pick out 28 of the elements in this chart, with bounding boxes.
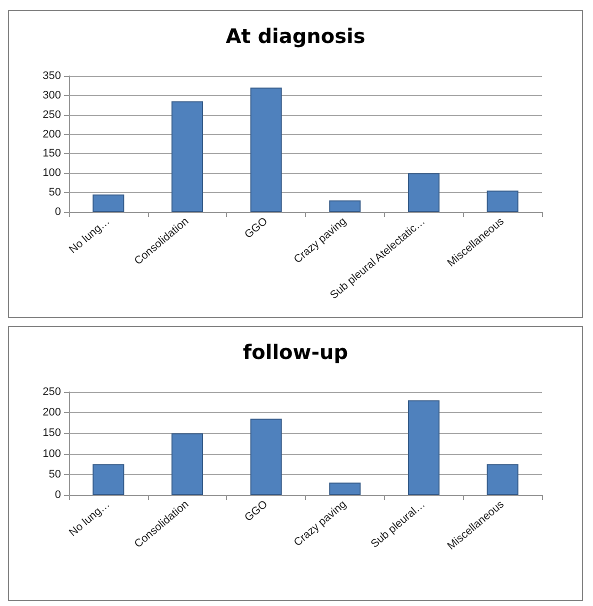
bar bbox=[250, 418, 282, 495]
bar bbox=[329, 200, 361, 212]
y-tick-label: 250 bbox=[42, 386, 61, 398]
y-tick-label: 350 bbox=[42, 70, 61, 82]
bar bbox=[92, 464, 124, 495]
bar bbox=[408, 173, 440, 212]
chart-title: follow-up bbox=[242, 340, 348, 364]
bar bbox=[408, 400, 440, 495]
y-tick-label: 50 bbox=[48, 186, 61, 199]
y-tick-label: 150 bbox=[42, 148, 61, 160]
y-tick-label: 100 bbox=[42, 167, 61, 180]
bar bbox=[329, 482, 361, 495]
y-tick-label: 200 bbox=[42, 406, 61, 419]
bar bbox=[171, 101, 204, 212]
y-tick-label: 150 bbox=[42, 427, 61, 440]
bar bbox=[486, 464, 518, 495]
y-tick-label: 50 bbox=[48, 468, 61, 480]
bar bbox=[486, 190, 518, 212]
y-tick-label: 0 bbox=[54, 206, 61, 218]
y-tick-label: 200 bbox=[42, 128, 61, 140]
bar bbox=[171, 433, 204, 495]
bar bbox=[92, 194, 124, 212]
y-tick-label: 100 bbox=[42, 448, 61, 460]
y-tick-label: 0 bbox=[54, 489, 61, 501]
y-tick-label: 250 bbox=[42, 108, 61, 121]
y-tick-label: 300 bbox=[42, 89, 61, 102]
bar bbox=[250, 88, 282, 212]
chart-title: At diagnosis bbox=[226, 24, 366, 48]
